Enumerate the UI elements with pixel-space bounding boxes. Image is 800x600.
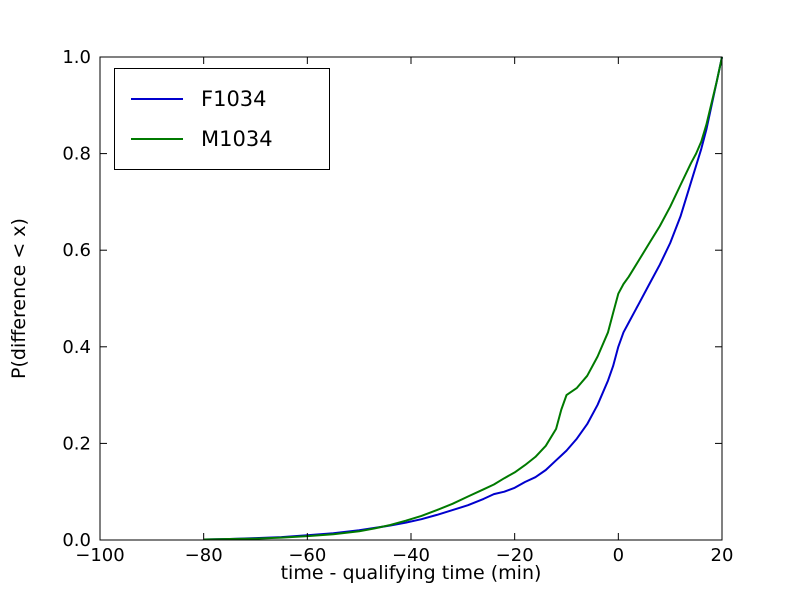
legend: F1034 M1034 [114,68,330,170]
legend-label-f1034: F1034 [201,86,267,111]
x-tick-label: −60 [288,545,326,566]
y-tick-label: 0.8 [62,144,91,165]
y-tick-label: 1.0 [62,47,91,68]
legend-item-f1034: F1034 [131,82,311,116]
x-tick-label: 0 [613,545,624,566]
x-tick-label: −100 [75,545,124,566]
y-tick-label: 0.6 [62,240,91,261]
legend-label-m1034: M1034 [201,126,273,151]
y-tick-label: 0.2 [62,433,91,454]
x-tick-label: −20 [496,545,534,566]
series-line-m1034 [203,56,723,541]
y-tick-label: 0.0 [62,530,91,551]
legend-item-m1034: M1034 [131,122,311,156]
legend-line-sample-f1034 [131,98,183,100]
y-axis-label: P(difference < x) [8,218,30,379]
x-axis-label: time - qualifying time (min) [280,562,542,584]
y-tick-label: 0.4 [62,337,91,358]
x-tick-label: −40 [392,545,430,566]
x-tick-label: −80 [185,545,223,566]
legend-line-sample-m1034 [131,138,183,140]
x-tick-label: 20 [711,545,734,566]
